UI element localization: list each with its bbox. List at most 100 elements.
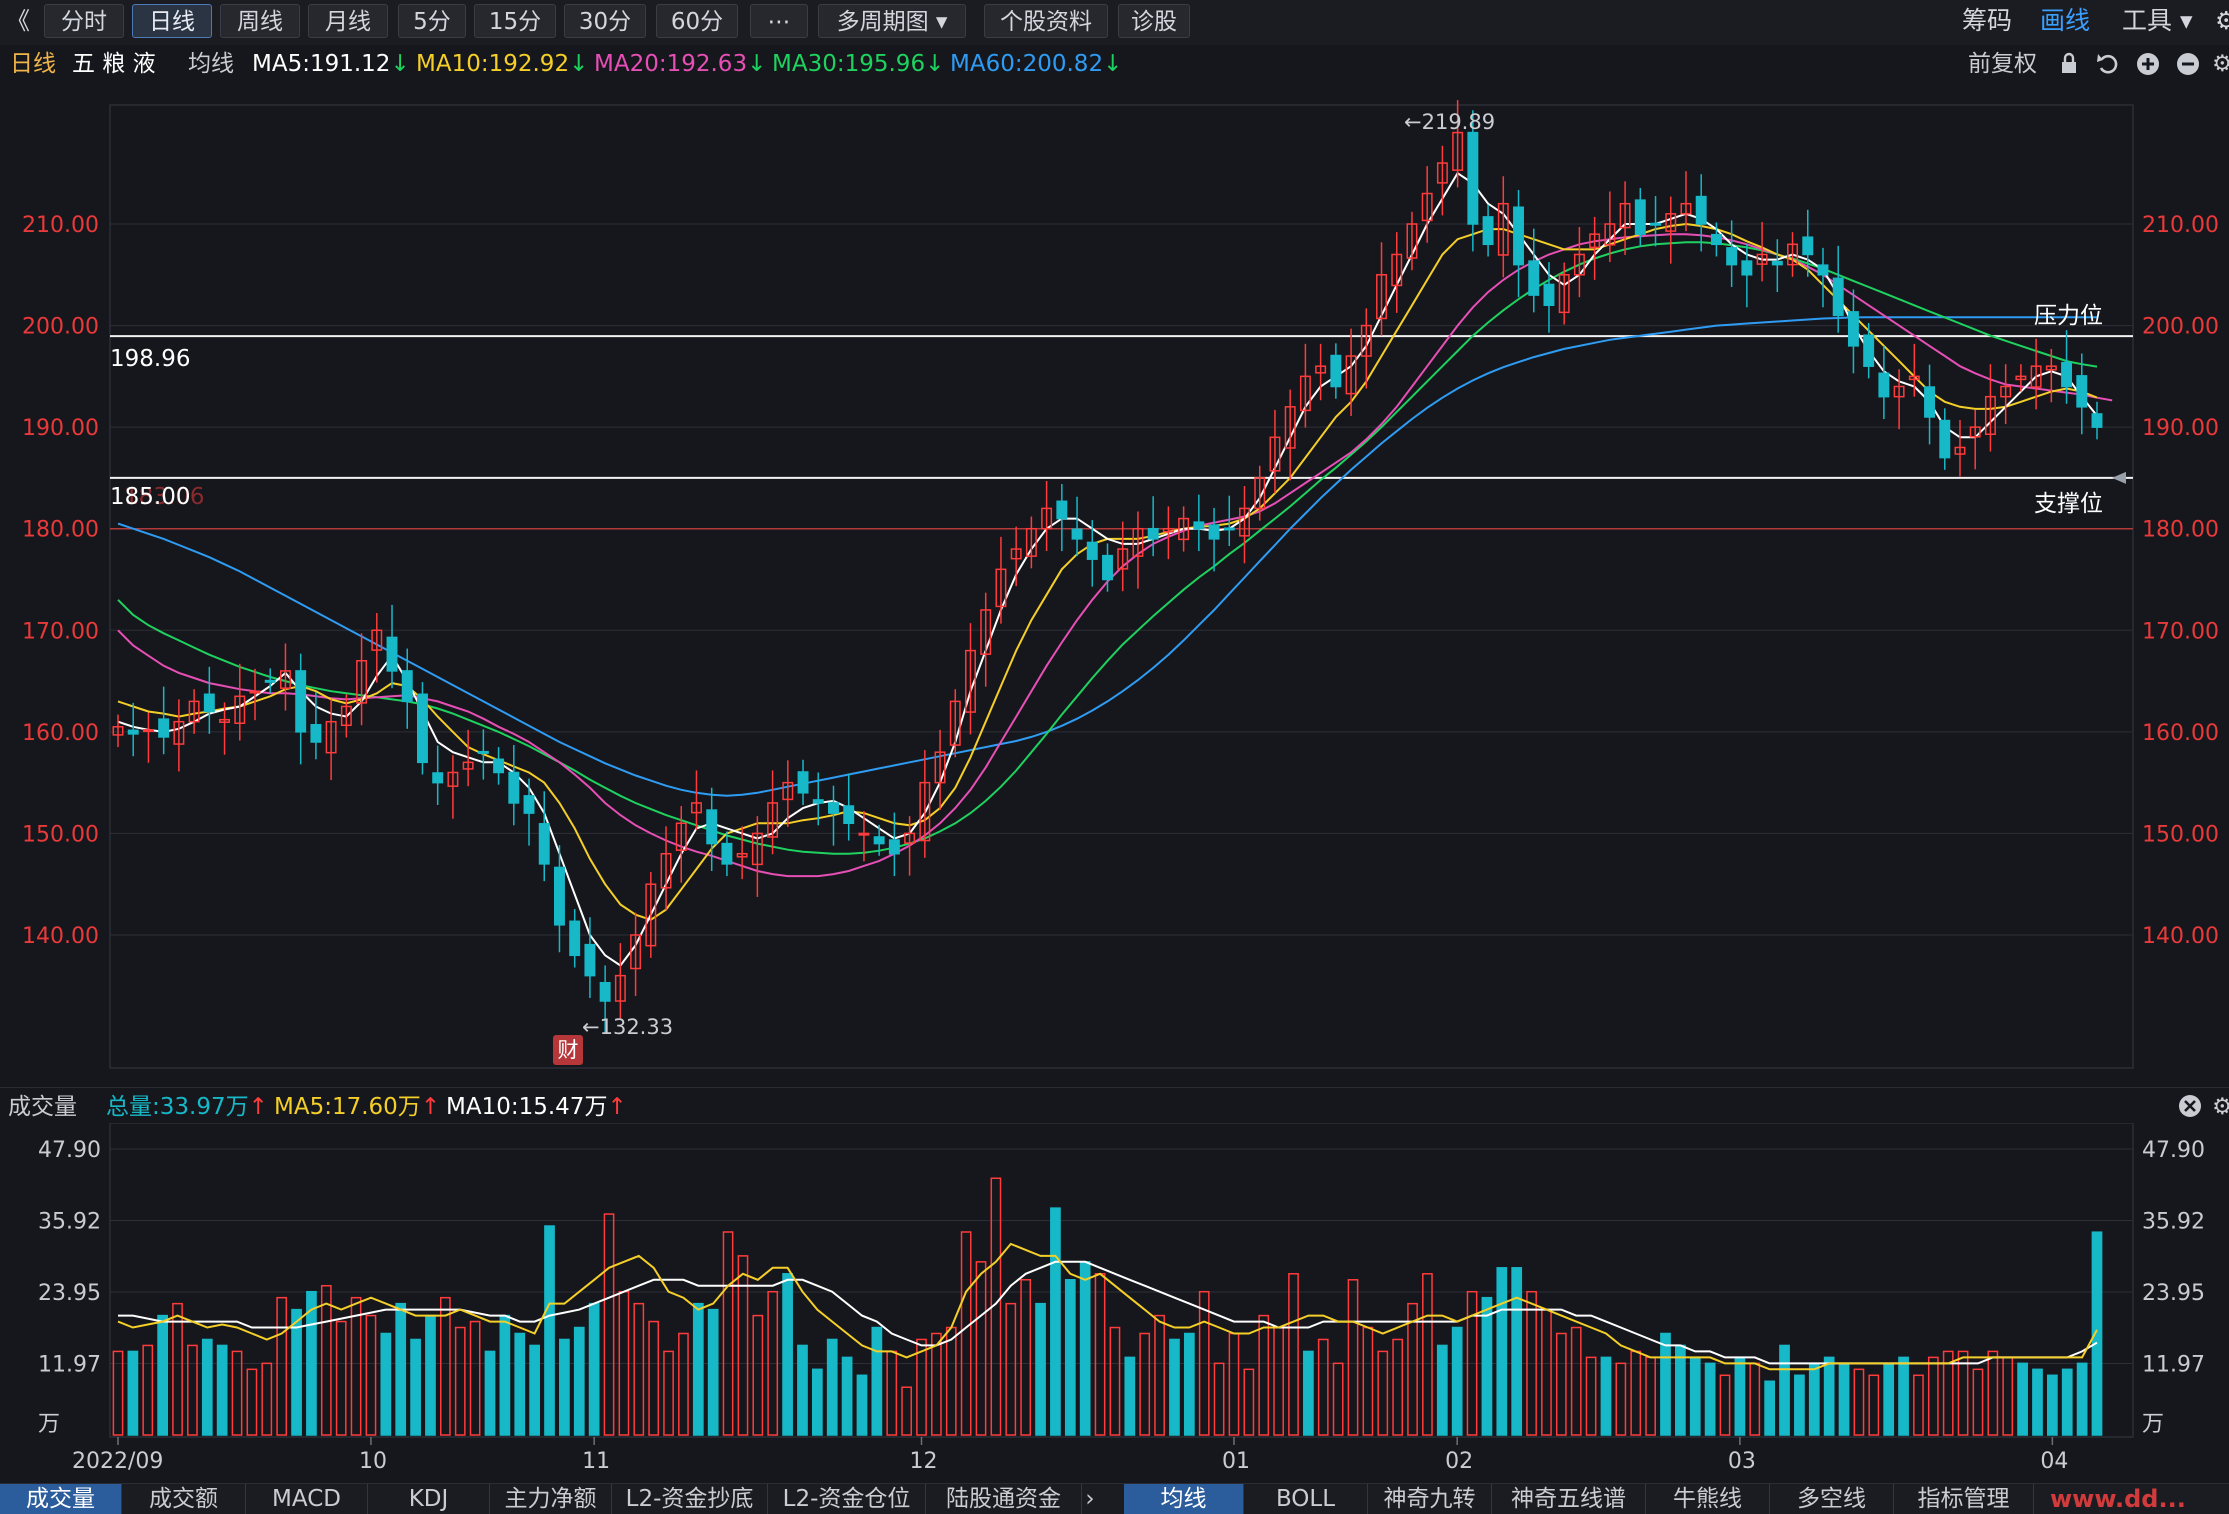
volume-bar [1853,1368,1865,1436]
y-tick-right: 160.00 [2142,721,2219,746]
candle [1467,131,1479,225]
tab-6[interactable]: 30分 [564,4,646,38]
tab-8[interactable]: ⋯ [750,4,808,38]
settings-gear-icon[interactable]: ⚙ [2212,1094,2229,1120]
down-arrow-icon: ↓ [1103,51,1123,77]
adjust-mode[interactable]: 前复权 [1968,51,2037,77]
overlay-tab-1[interactable]: BOLL [1244,1484,1368,1514]
overlay-tab-0[interactable]: 均线 [1124,1484,1244,1514]
volume-bar [469,1320,481,1436]
chip-distribution-button[interactable]: 筹码 [1962,6,2013,35]
volume-bar [2091,1231,2103,1436]
volume-bar [573,1326,585,1436]
candle [1406,223,1418,259]
candle [1710,233,1722,246]
indicator-tab-4[interactable]: 主力净额 [490,1484,612,1514]
candle [2061,361,2073,388]
settings-gear-icon[interactable]: ⚙ [2212,51,2229,77]
candle [1102,554,1113,581]
x-tick-label: 12 [910,1449,938,1474]
tab-10[interactable]: 个股资料 [984,4,1108,38]
overlay-tab-2[interactable]: 神奇九转 [1368,1484,1492,1514]
volume-bar [2061,1368,2073,1436]
indicator-tab-2[interactable]: MACD [246,1484,368,1514]
candle [812,799,824,804]
candle [934,751,946,784]
tab-11[interactable]: 诊股 [1118,4,1190,38]
tools-menu[interactable]: 工具 ▾ [2122,6,2193,35]
settings-gear-icon[interactable]: ⚙ [2215,6,2229,35]
tab-0[interactable]: 分时 [44,4,124,38]
candle [645,883,657,947]
volume-bar [514,1332,526,1436]
volume-bar [1675,1344,1686,1436]
candle [1239,507,1250,537]
zoom-out-icon[interactable] [2174,50,2202,78]
volume-bar [395,1302,407,1436]
support-label[interactable]: 支撑位 [2034,490,2103,517]
scroll-right-icon[interactable]: › [1085,1486,1095,1512]
financial-report-badge[interactable]: 财 [553,1035,583,1065]
high-price-label: ←219.89 [1404,109,1496,134]
y-tick-left: 180.00 [22,518,99,543]
collapse-button[interactable]: 《 [6,7,30,35]
volume-info-bar: 成交量 总量:33.97万↑ MA5:17.60万↑ MA10:15.47万↑ … [0,1087,2229,1124]
volume-bar [231,1350,243,1436]
candle [2091,413,2103,428]
tab-7[interactable]: 60分 [656,4,738,38]
zoom-in-icon[interactable] [2134,50,2162,78]
tab-1[interactable]: 日线 [132,4,212,38]
volume-bar [1020,1279,1032,1436]
volume-bar [960,1231,972,1436]
candle [584,943,596,977]
volume-bar [1496,1267,1508,1436]
volume-chart[interactable]: 47.90 47.90 35.92 35.92 23.95 23.95 11.97 11.97… [0,1123,2229,1483]
volume-bar [648,1320,660,1436]
volume-bar [1183,1332,1195,1436]
tab-2[interactable]: 周线 [220,4,300,38]
indicator-tab-3[interactable]: KDJ [368,1484,490,1514]
candle [1345,355,1357,395]
candle [2076,375,2088,408]
indicator-tab-1[interactable]: 成交额 [122,1484,246,1514]
overlay-tab-3[interactable]: 神奇五线谱 [1492,1484,1646,1514]
candle [1604,223,1616,246]
candle [264,679,276,683]
volume-bar [1124,1356,1136,1436]
indicator-tab-5[interactable]: L2-资金抄底 [612,1484,768,1514]
overlay-tab-4[interactable]: 牛熊线 [1646,1484,1770,1514]
lock-icon[interactable] [2055,50,2083,78]
candle [2015,375,2027,381]
tab-4[interactable]: 5分 [398,4,466,38]
candle [142,729,154,733]
draw-line-button[interactable]: 画线 [2040,6,2091,35]
overlay-tab-6[interactable]: 指标管理 [1894,1484,2034,1514]
tab-5[interactable]: 15分 [474,4,556,38]
candle [1482,216,1494,246]
volume-bar [499,1314,511,1436]
volume-bar [365,1314,377,1436]
down-arrow-icon: ↓ [390,51,410,77]
tab-9[interactable]: 多周期图 ▾ [818,4,966,38]
indicator-tab-7[interactable]: 陆股通资金 [926,1484,1082,1514]
y-tick-right: 180.00 [2142,518,2219,543]
y-tick-left: 170.00 [22,619,99,644]
candle [1939,419,1951,459]
tab-3[interactable]: 月线 [308,4,388,38]
candle [523,795,535,814]
volume-bar [1704,1362,1716,1436]
indicator-tab-6[interactable]: L2-资金仓位 [768,1484,926,1514]
resistance-label[interactable]: 压力位 [2034,303,2103,330]
volume-bar [1377,1350,1389,1436]
candle [858,832,870,836]
undo-icon[interactable] [2094,50,2122,78]
kline-chart[interactable]: 210.00 210.00 200.00 200.00 190.00 190.00 180.… [0,83,2229,1087]
candle [2030,365,2042,388]
volume-bar [172,1302,183,1436]
indicator-tab-0[interactable]: 成交量 [0,1484,122,1514]
overlay-tab-5[interactable]: 多空线 [1770,1484,1894,1514]
volume-bar [826,1338,838,1436]
ma-label[interactable]: 均线 [188,51,234,77]
close-panel-icon[interactable] [2176,1092,2204,1120]
candle [797,771,809,794]
